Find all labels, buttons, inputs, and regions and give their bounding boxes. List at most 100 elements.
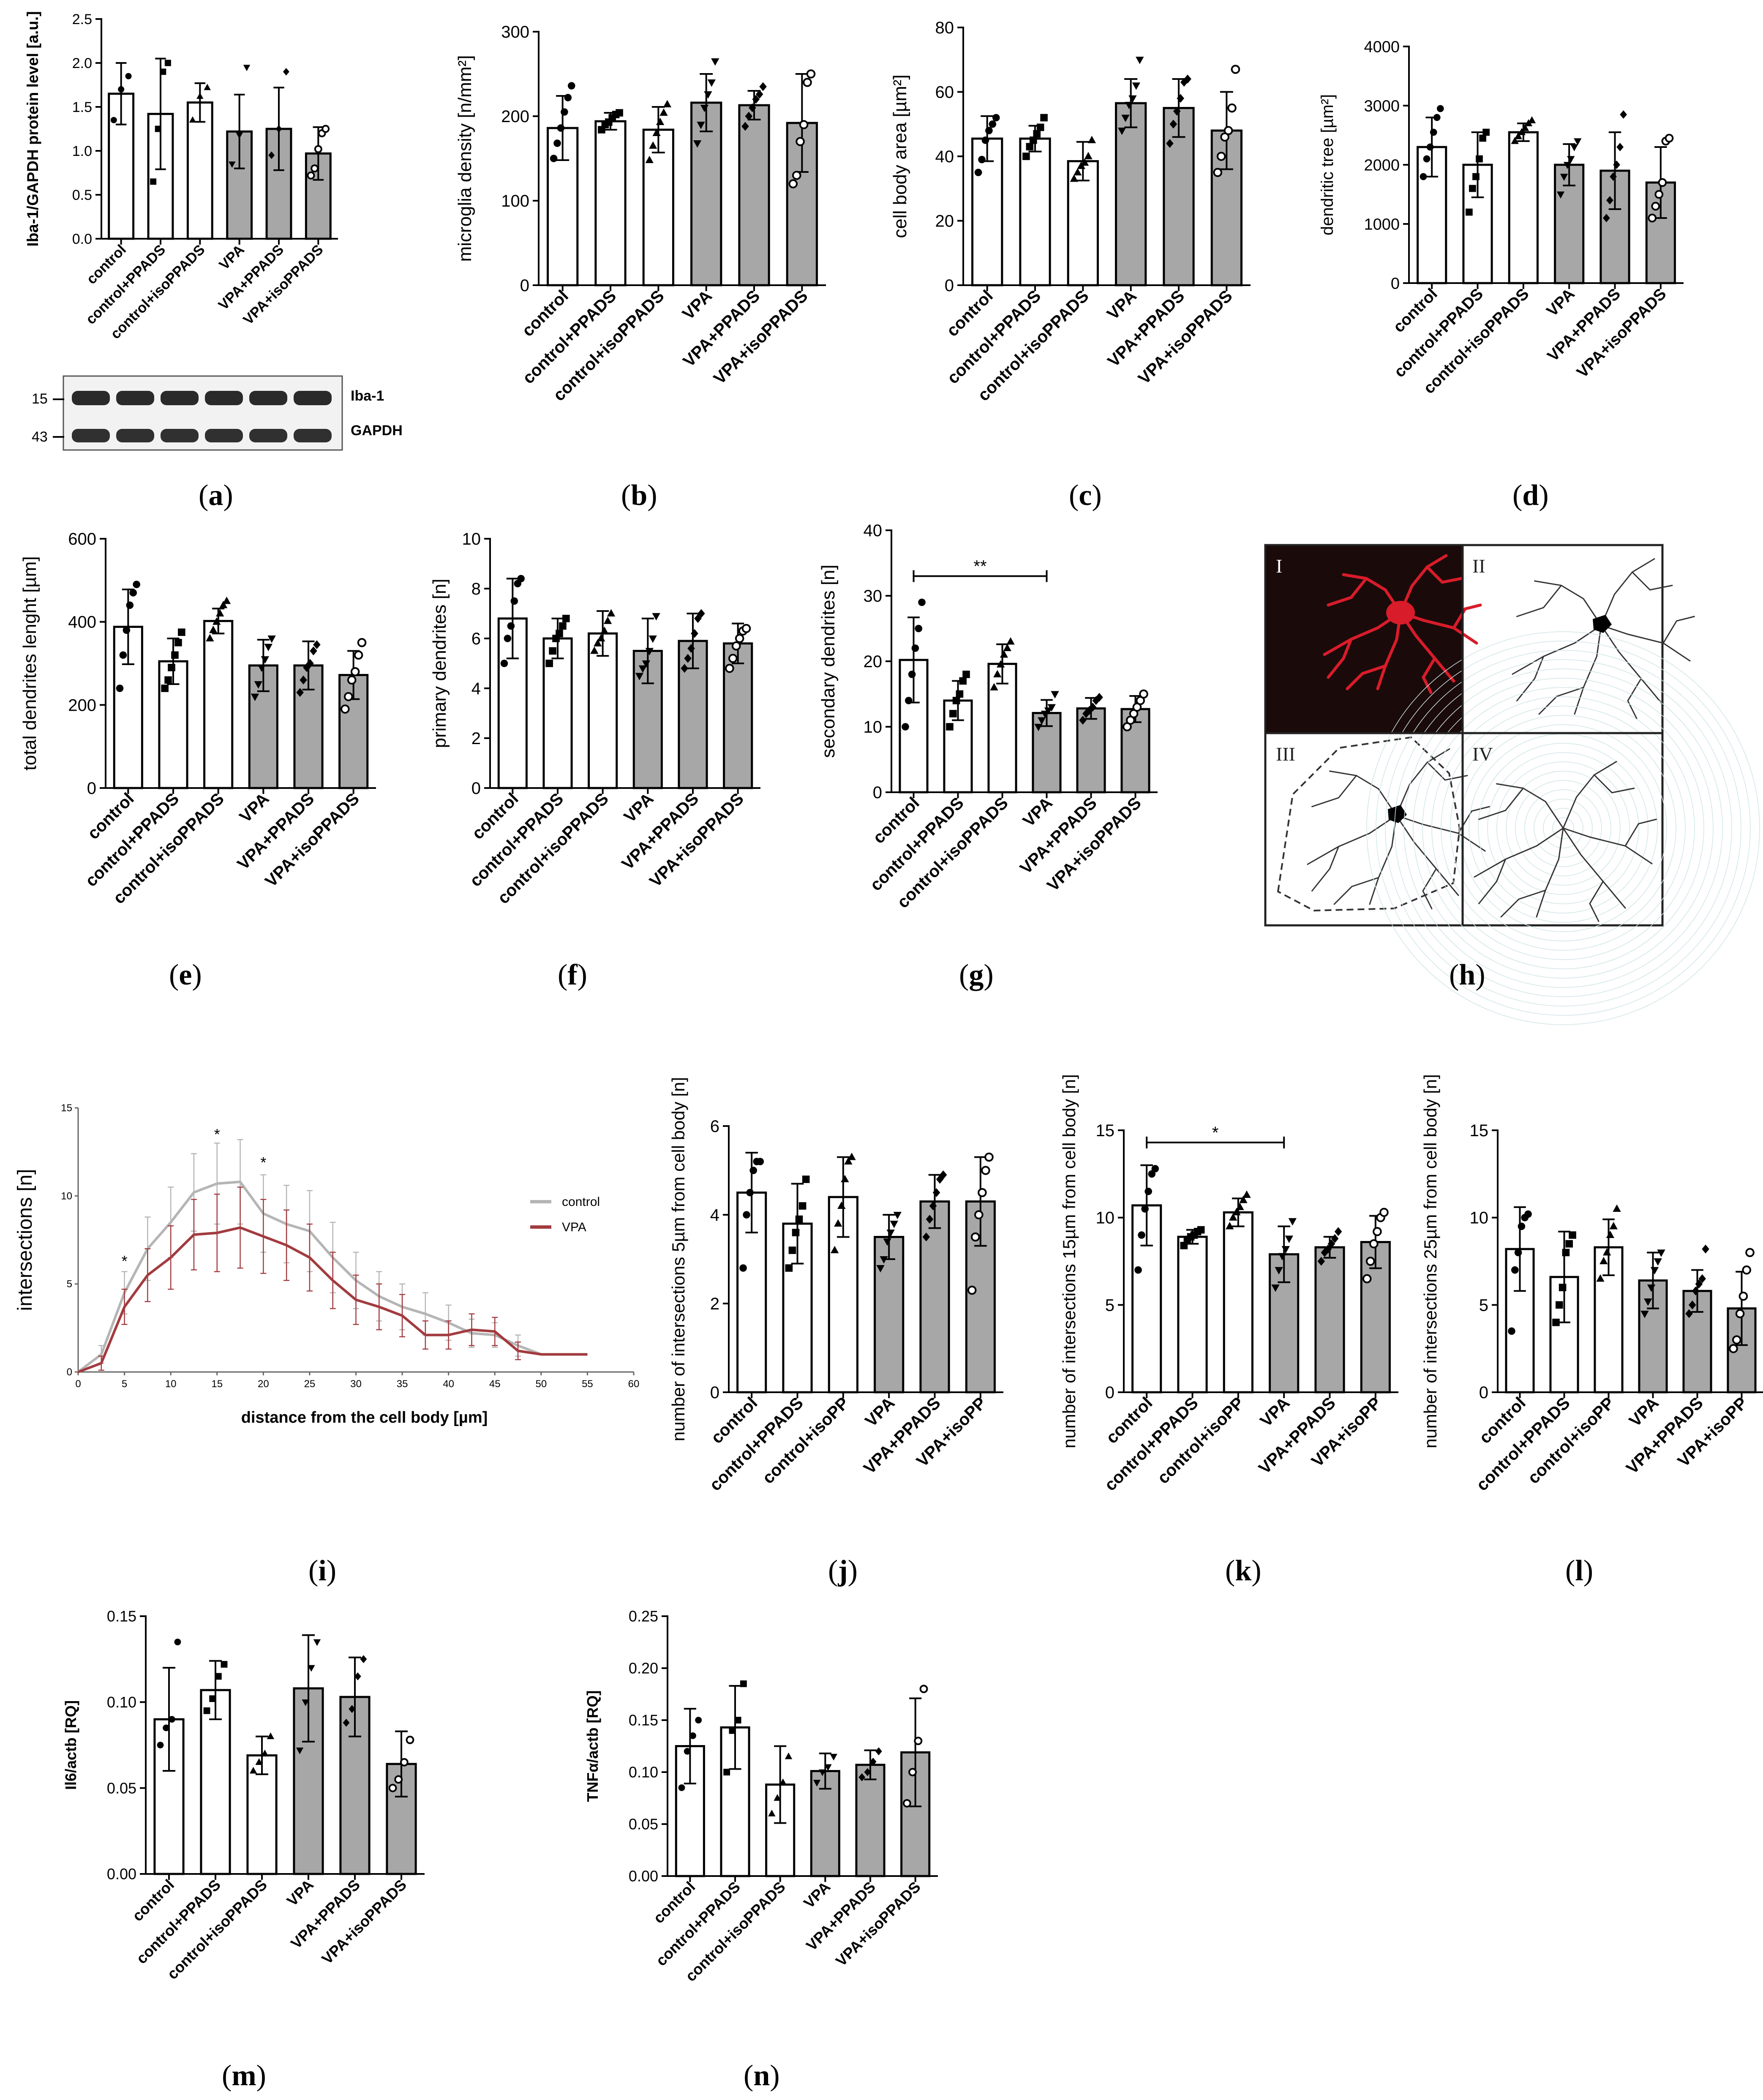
data-point — [1138, 1231, 1145, 1239]
significance-label: * — [260, 1154, 266, 1171]
data-point — [1482, 128, 1490, 136]
bar-4 — [874, 1236, 905, 1394]
y-axis-title: dendritic tree [µm²] — [1318, 94, 1337, 235]
traced-process — [1600, 558, 1655, 626]
y-tick-label: 15 — [1470, 1121, 1489, 1140]
data-point — [349, 1705, 356, 1713]
significance-label: ** — [973, 557, 986, 576]
panel-label-h: (h) — [1449, 959, 1485, 991]
data-point — [700, 104, 709, 112]
data-point — [261, 1749, 269, 1756]
data-point — [607, 609, 616, 617]
data-point — [1613, 160, 1620, 169]
blot-band-gapdh — [205, 429, 243, 442]
data-point — [1602, 1248, 1611, 1256]
traced-process — [1333, 877, 1379, 905]
traced-process — [1395, 815, 1486, 852]
traced-process — [1478, 788, 1524, 820]
traced-process — [1562, 827, 1626, 909]
data-point — [711, 58, 719, 66]
data-point — [684, 1748, 691, 1755]
y-tick-label: 0.5 — [72, 187, 92, 203]
data-point — [743, 1211, 750, 1219]
series-vpa — [77, 1186, 588, 1373]
panel-label-g: (g) — [959, 959, 994, 991]
data-point — [215, 609, 224, 617]
bar-2 — [1019, 137, 1051, 286]
data-point — [755, 90, 763, 99]
data-point — [1650, 1267, 1659, 1275]
data-point — [174, 1639, 181, 1645]
significance-label: * — [122, 1252, 128, 1270]
data-point — [952, 697, 960, 704]
data-point — [116, 685, 124, 692]
data-point — [347, 675, 357, 685]
data-point — [350, 667, 360, 676]
data-point — [687, 644, 695, 653]
data-point — [322, 125, 330, 133]
data-point — [163, 1724, 170, 1732]
data-point — [590, 646, 599, 654]
data-point — [550, 155, 558, 162]
y-tick-label: 0.10 — [107, 1694, 136, 1711]
data-point — [946, 723, 954, 731]
data-point — [564, 94, 572, 101]
y-axis-title: number of intersections 25µm from cell b… — [1420, 1074, 1440, 1448]
data-point — [1479, 134, 1486, 142]
blot-band-gapdh — [161, 429, 199, 442]
sholl-ring — [1403, 668, 1723, 988]
data-point — [731, 641, 741, 651]
x-tick-label: 20 — [258, 1378, 269, 1390]
data-point — [213, 617, 221, 625]
data-point — [1596, 1274, 1605, 1282]
data-point — [1082, 709, 1090, 718]
data-point — [1606, 1230, 1615, 1238]
y-tick-label: 100 — [501, 192, 529, 210]
bar-3 — [1223, 1211, 1253, 1394]
data-point — [255, 1758, 263, 1765]
data-point — [1084, 152, 1093, 160]
data-point — [779, 1778, 787, 1785]
data-point — [1654, 190, 1664, 199]
data-point — [1151, 1165, 1159, 1173]
data-point — [974, 1210, 984, 1219]
data-point — [168, 1716, 175, 1723]
blot-band-iba1 — [116, 391, 154, 405]
data-point — [161, 685, 169, 692]
data-point — [400, 1758, 409, 1767]
data-point — [695, 1717, 702, 1724]
y-axis-title: secondary dendrites [n] — [818, 565, 839, 758]
data-point — [970, 1232, 980, 1242]
data-point — [229, 161, 236, 168]
traced-process — [1632, 571, 1673, 591]
data-point — [1644, 1298, 1652, 1306]
blot-band-gapdh — [72, 429, 110, 442]
data-point — [752, 95, 760, 104]
data-point — [1433, 114, 1441, 121]
blot-band-iba1 — [161, 391, 199, 405]
data-point — [314, 145, 322, 153]
traced-process — [1562, 761, 1617, 829]
data-point — [883, 1238, 891, 1246]
data-point — [1692, 1286, 1700, 1295]
data-point — [756, 1158, 764, 1165]
sholl-ring — [1478, 743, 1649, 914]
data-point — [1121, 115, 1130, 123]
data-point — [949, 710, 957, 717]
data-point — [915, 625, 923, 633]
data-point — [704, 91, 712, 99]
sholl-ring — [1515, 780, 1611, 876]
data-point — [507, 622, 515, 630]
data-point — [119, 651, 127, 659]
data-point — [926, 1214, 934, 1224]
blot-label-gapdh: GAPDH — [351, 423, 403, 439]
y-tick-label: 0.00 — [107, 1865, 136, 1883]
data-point — [1518, 1222, 1526, 1230]
legend-label: control — [562, 1195, 600, 1209]
data-point — [267, 635, 276, 643]
bar-5 — [855, 1764, 886, 1877]
y-tick-label: 1.5 — [72, 99, 92, 115]
data-point — [1657, 1249, 1665, 1257]
data-point — [1469, 185, 1476, 192]
